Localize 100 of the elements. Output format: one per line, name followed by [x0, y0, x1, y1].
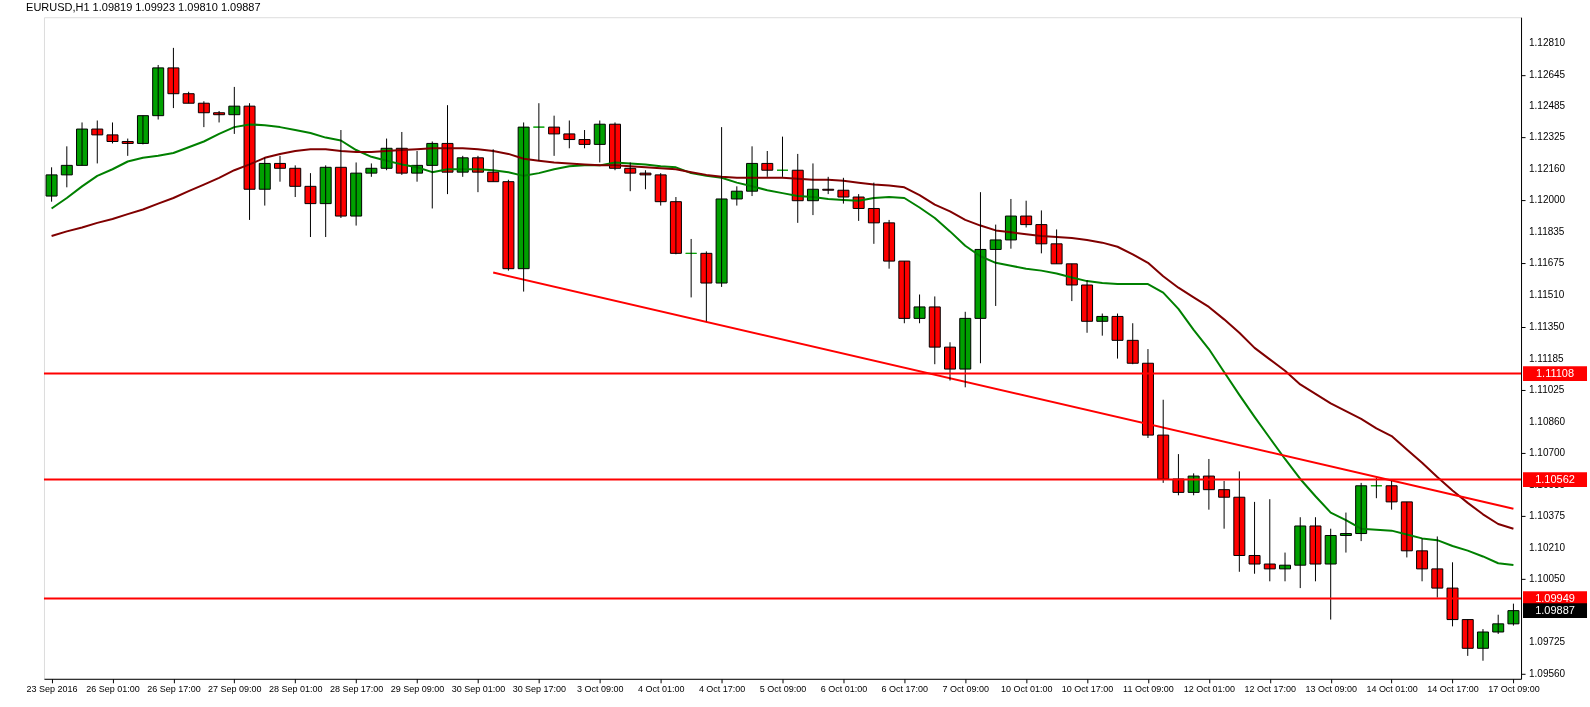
x-tick-label: 12 Oct 01:00 [1183, 684, 1236, 695]
candlestick [289, 164, 302, 198]
x-tick-label: 23 Sep 2016 [26, 684, 78, 695]
candlestick [1050, 228, 1063, 265]
y-tick-label: 1.10050 [1529, 572, 1566, 584]
y-tick-label: 1.11025 [1529, 383, 1565, 395]
candlestick [258, 157, 271, 207]
candlestick [548, 115, 561, 157]
y-tick-label: 1.11510 [1529, 289, 1565, 301]
candlestick [1096, 313, 1109, 337]
candlestick [1248, 501, 1261, 575]
candlestick [1263, 498, 1276, 582]
candlestick [91, 120, 104, 164]
ref-line-label: 1.09949 [1535, 591, 1575, 604]
y-tick-label: 1.11350 [1529, 320, 1565, 332]
candlestick [167, 47, 180, 109]
y-tick-label: 1.12645 [1529, 69, 1566, 81]
y-tick-label: 1.11675 [1529, 257, 1565, 269]
candlestick [639, 169, 652, 190]
candlestick [1324, 528, 1337, 621]
ref-line-label: 1.10562 [1535, 472, 1575, 485]
candlestick [654, 172, 667, 207]
candlestick [715, 126, 728, 288]
candlestick [517, 121, 530, 293]
x-tick-label: 4 Oct 01:00 [637, 684, 685, 695]
candlestick [152, 64, 165, 121]
text: 1.09887 [1535, 603, 1575, 616]
candlestick [228, 86, 241, 135]
y-tick-label: 1.12000 [1529, 194, 1566, 206]
x-tick-label: 29 Sep 09:00 [390, 684, 445, 695]
x-tick-label: 14 Oct 17:00 [1427, 684, 1479, 695]
x-tick-label: 6 Oct 01:00 [820, 684, 868, 695]
candlestick [60, 145, 73, 188]
y-tick-label: 1.11185 [1529, 352, 1565, 364]
candlestick [898, 260, 911, 324]
x-tick-label: 12 Oct 17:00 [1244, 684, 1297, 695]
x-tick-label: 14 Oct 01:00 [1366, 684, 1418, 695]
x-tick-label: 28 Sep 17:00 [329, 684, 384, 695]
y-tick-label: 1.10375 [1529, 509, 1566, 521]
candlestick [243, 102, 256, 221]
x-tick-label: 10 Oct 17:00 [1061, 684, 1114, 695]
x-tick-label: 13 Oct 09:00 [1305, 684, 1357, 695]
candlestick [1492, 614, 1505, 635]
x-tick-label: 30 Sep 01:00 [451, 684, 506, 695]
y-tick-label: 1.12325 [1529, 131, 1566, 143]
candlestick [304, 172, 317, 238]
candlestick [106, 121, 119, 144]
y-tick-label: 1.12810 [1529, 37, 1566, 49]
candlestick [1309, 516, 1322, 582]
candlestick [822, 176, 835, 195]
candlestick [1461, 619, 1474, 657]
candlestick [1126, 322, 1139, 365]
candlestick [928, 295, 941, 365]
candlestick [578, 129, 591, 149]
x-tick-label: 27 Sep 09:00 [208, 684, 262, 695]
x-tick-label: 17 Oct 09:00 [1488, 684, 1540, 695]
candlestick [1279, 552, 1292, 582]
candlestick [959, 311, 972, 388]
x-tick-label: 3 Oct 09:00 [577, 684, 624, 695]
candlestick [730, 185, 743, 207]
candlestick [45, 166, 58, 203]
ref-line-label: 1.11108 [1535, 366, 1575, 379]
candlestick [761, 150, 774, 178]
candlestick [837, 177, 850, 205]
candlestick [685, 238, 698, 298]
candlestick [1111, 313, 1124, 360]
y-tick-label: 1.09560 [1529, 668, 1566, 680]
x-tick-label: 7 Oct 09:00 [942, 684, 989, 695]
x-tick-label: 11 Oct 09:00 [1123, 684, 1174, 695]
candlestick [989, 224, 1002, 307]
y-tick-label: 1.10860 [1529, 415, 1566, 427]
y-tick-label: 1.12160 [1529, 163, 1566, 175]
x-tick-label: 30 Sep 17:00 [512, 684, 567, 695]
candlestick [121, 138, 134, 157]
x-tick-label: 4 Oct 17:00 [698, 684, 746, 695]
y-tick-label: 1.10700 [1529, 446, 1566, 458]
candlestick [776, 136, 789, 178]
candlestick [563, 120, 576, 149]
x-tick-label: 10 Oct 01:00 [1000, 684, 1053, 695]
candlestick [913, 294, 926, 324]
x-tick-label: 5 Oct 09:00 [759, 684, 807, 695]
candlestick [532, 102, 545, 162]
candlestick [1294, 516, 1307, 589]
candlestick [593, 120, 606, 163]
candlestick [182, 91, 195, 104]
x-tick-label: 26 Sep 01:00 [86, 684, 140, 695]
y-tick-label: 1.10210 [1529, 541, 1566, 553]
candlestick [974, 191, 987, 364]
candlestick [1370, 477, 1383, 499]
candlestick [624, 161, 637, 192]
x-tick-label: 28 Sep 01:00 [268, 684, 323, 695]
x-tick-label: 6 Oct 17:00 [881, 684, 929, 695]
y-tick-label: 1.12485 [1529, 100, 1566, 112]
chart-title: EURUSD,H1 1.09819 1.09923 1.09810 1.09887 [26, 1, 261, 14]
y-tick-label: 1.11835 [1529, 226, 1565, 238]
candlestick [319, 164, 332, 238]
candlestick [365, 162, 378, 178]
x-tick-label: 26 Sep 17:00 [147, 684, 201, 695]
y-tick-label: 1.09725 [1529, 636, 1566, 648]
candlestick [502, 179, 515, 272]
